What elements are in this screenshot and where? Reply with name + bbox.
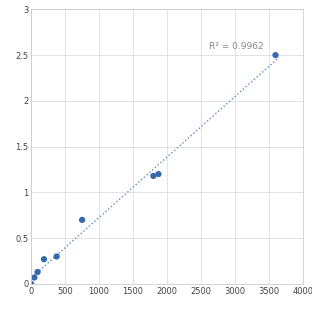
Point	[273, 53, 278, 58]
Point	[32, 275, 37, 280]
Point	[80, 217, 85, 222]
Point	[151, 173, 156, 178]
Point	[41, 257, 46, 262]
Point	[35, 270, 40, 275]
Point	[156, 172, 161, 177]
Point	[54, 254, 59, 259]
Text: R² = 0.9962: R² = 0.9962	[209, 42, 264, 51]
Point	[29, 281, 34, 286]
